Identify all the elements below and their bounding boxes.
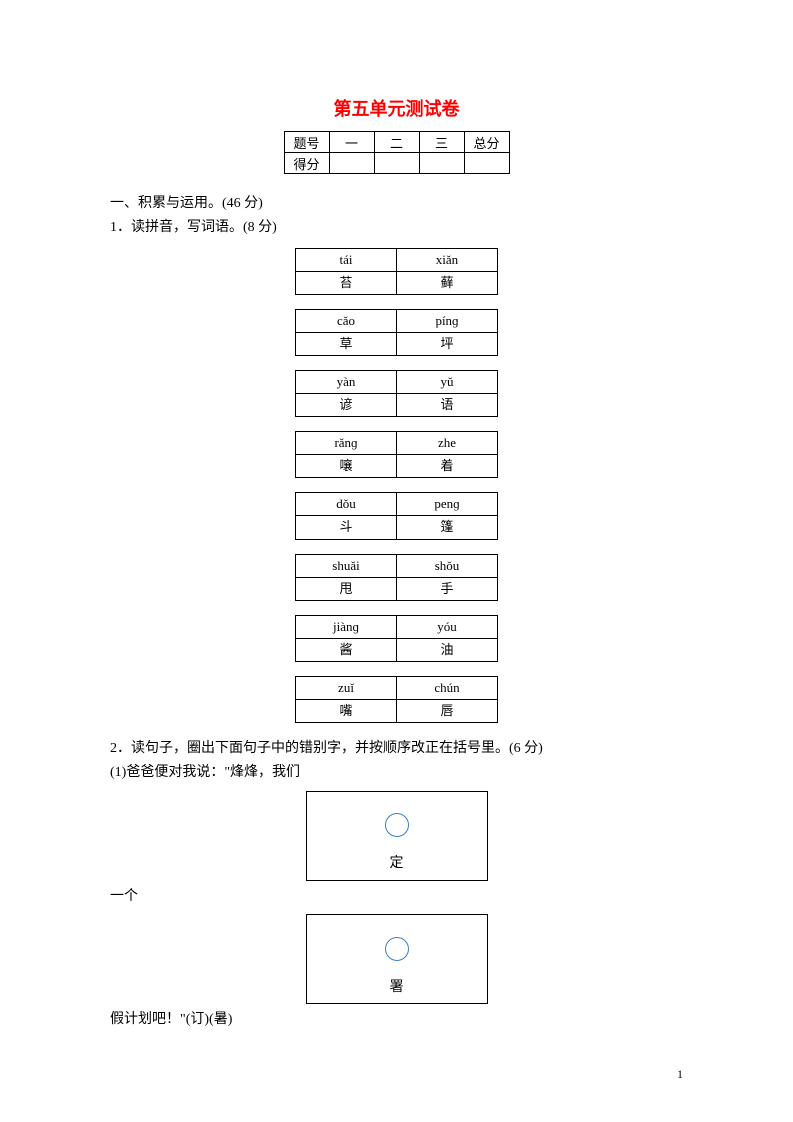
char-cell: 篷 [397,516,498,539]
pinyin-cell: shuǎi [296,554,397,577]
word-pair-table: yànyǔ谚语 [295,370,498,417]
answer-box-2: 署 [306,914,488,1004]
pinyin-cell: rǎnɡ [296,432,397,455]
score-cell [374,153,419,174]
word-pair-table: rǎnɡzhe嚷着 [295,431,498,478]
page-title: 第五单元测试卷 [110,95,683,121]
pinyin-cell: yóu [397,615,498,638]
pinyin-cell: dǒu [296,493,397,516]
score-header-cell: 三 [419,132,464,153]
pinyin-cell: zhe [397,432,498,455]
score-cell [464,153,509,174]
page-number: 1 [677,1067,683,1082]
answer-box-1: 定 [306,791,488,881]
word-pair-table: jiànɡyóu酱油 [295,615,498,662]
char-cell: 手 [397,577,498,600]
score-table-header-row: 题号 一 二 三 总分 [284,132,509,153]
char-cell: 苔 [296,271,397,294]
pinyin-cell: tái [296,248,397,271]
pinyin-cell: jiànɡ [296,615,397,638]
question-2-prompt: 2．读句子，圈出下面句子中的错别字，并按顺序改正在括号里。(6 分) [110,737,683,761]
question-2-line2: 假计划吧！"(订)(暑) [110,1008,683,1032]
char-cell: 谚 [296,394,397,417]
char-cell: 坪 [397,332,498,355]
score-row-label: 得分 [284,153,329,174]
score-cell [419,153,464,174]
score-header-cell: 总分 [464,132,509,153]
char-cell: 着 [397,455,498,478]
pinyin-cell: penɡ [397,493,498,516]
word-pair-table: dǒupenɡ斗篷 [295,492,498,539]
char-cell: 嚷 [296,455,397,478]
circle-icon [385,937,409,961]
word-pair-table: cǎopínɡ草坪 [295,309,498,356]
char-cell: 油 [397,638,498,661]
char-cell: 草 [296,332,397,355]
question-2-line1: (1)爸爸便对我说："烽烽，我们 [110,761,683,785]
word-pair-table: zuǐchún嘴唇 [295,676,498,723]
answer-box-wrap-1: 定 [110,791,683,881]
score-header-cell: 一 [329,132,374,153]
answer-box-char: 署 [307,976,487,1000]
pinyin-cell: yàn [296,370,397,393]
char-cell: 语 [397,394,498,417]
char-cell: 甩 [296,577,397,600]
char-cell: 唇 [397,700,498,723]
char-cell: 嘴 [296,700,397,723]
pinyin-cell: chún [397,676,498,699]
question-1-prompt: 1．读拼音，写词语。(8 分) [110,216,683,240]
pinyin-cell: pínɡ [397,309,498,332]
pinyin-cell: xiǎn [397,248,498,271]
pinyin-cell: cǎo [296,309,397,332]
answer-box-wrap-2: 署 [110,914,683,1004]
section-1-heading: 一、积累与运用。(46 分) [110,192,683,216]
pinyin-cell: shǒu [397,554,498,577]
word-pair-table: táixiǎn苔藓 [295,248,498,295]
score-cell [329,153,374,174]
char-cell: 斗 [296,516,397,539]
score-table: 题号 一 二 三 总分 得分 [284,131,510,174]
pinyin-cell: zuǐ [296,676,397,699]
char-cell: 酱 [296,638,397,661]
word-pair-table: shuǎishǒu甩手 [295,554,498,601]
question-2-mid: 一个 [110,885,683,909]
char-cell: 藓 [397,271,498,294]
circle-icon [385,813,409,837]
pinyin-cell: yǔ [397,370,498,393]
score-table-value-row: 得分 [284,153,509,174]
score-header-cell: 题号 [284,132,329,153]
answer-box-char: 定 [307,852,487,876]
score-header-cell: 二 [374,132,419,153]
word-pairs-container: táixiǎn苔藓cǎopínɡ草坪yànyǔ谚语rǎnɡzhe嚷着dǒupen… [110,248,683,724]
